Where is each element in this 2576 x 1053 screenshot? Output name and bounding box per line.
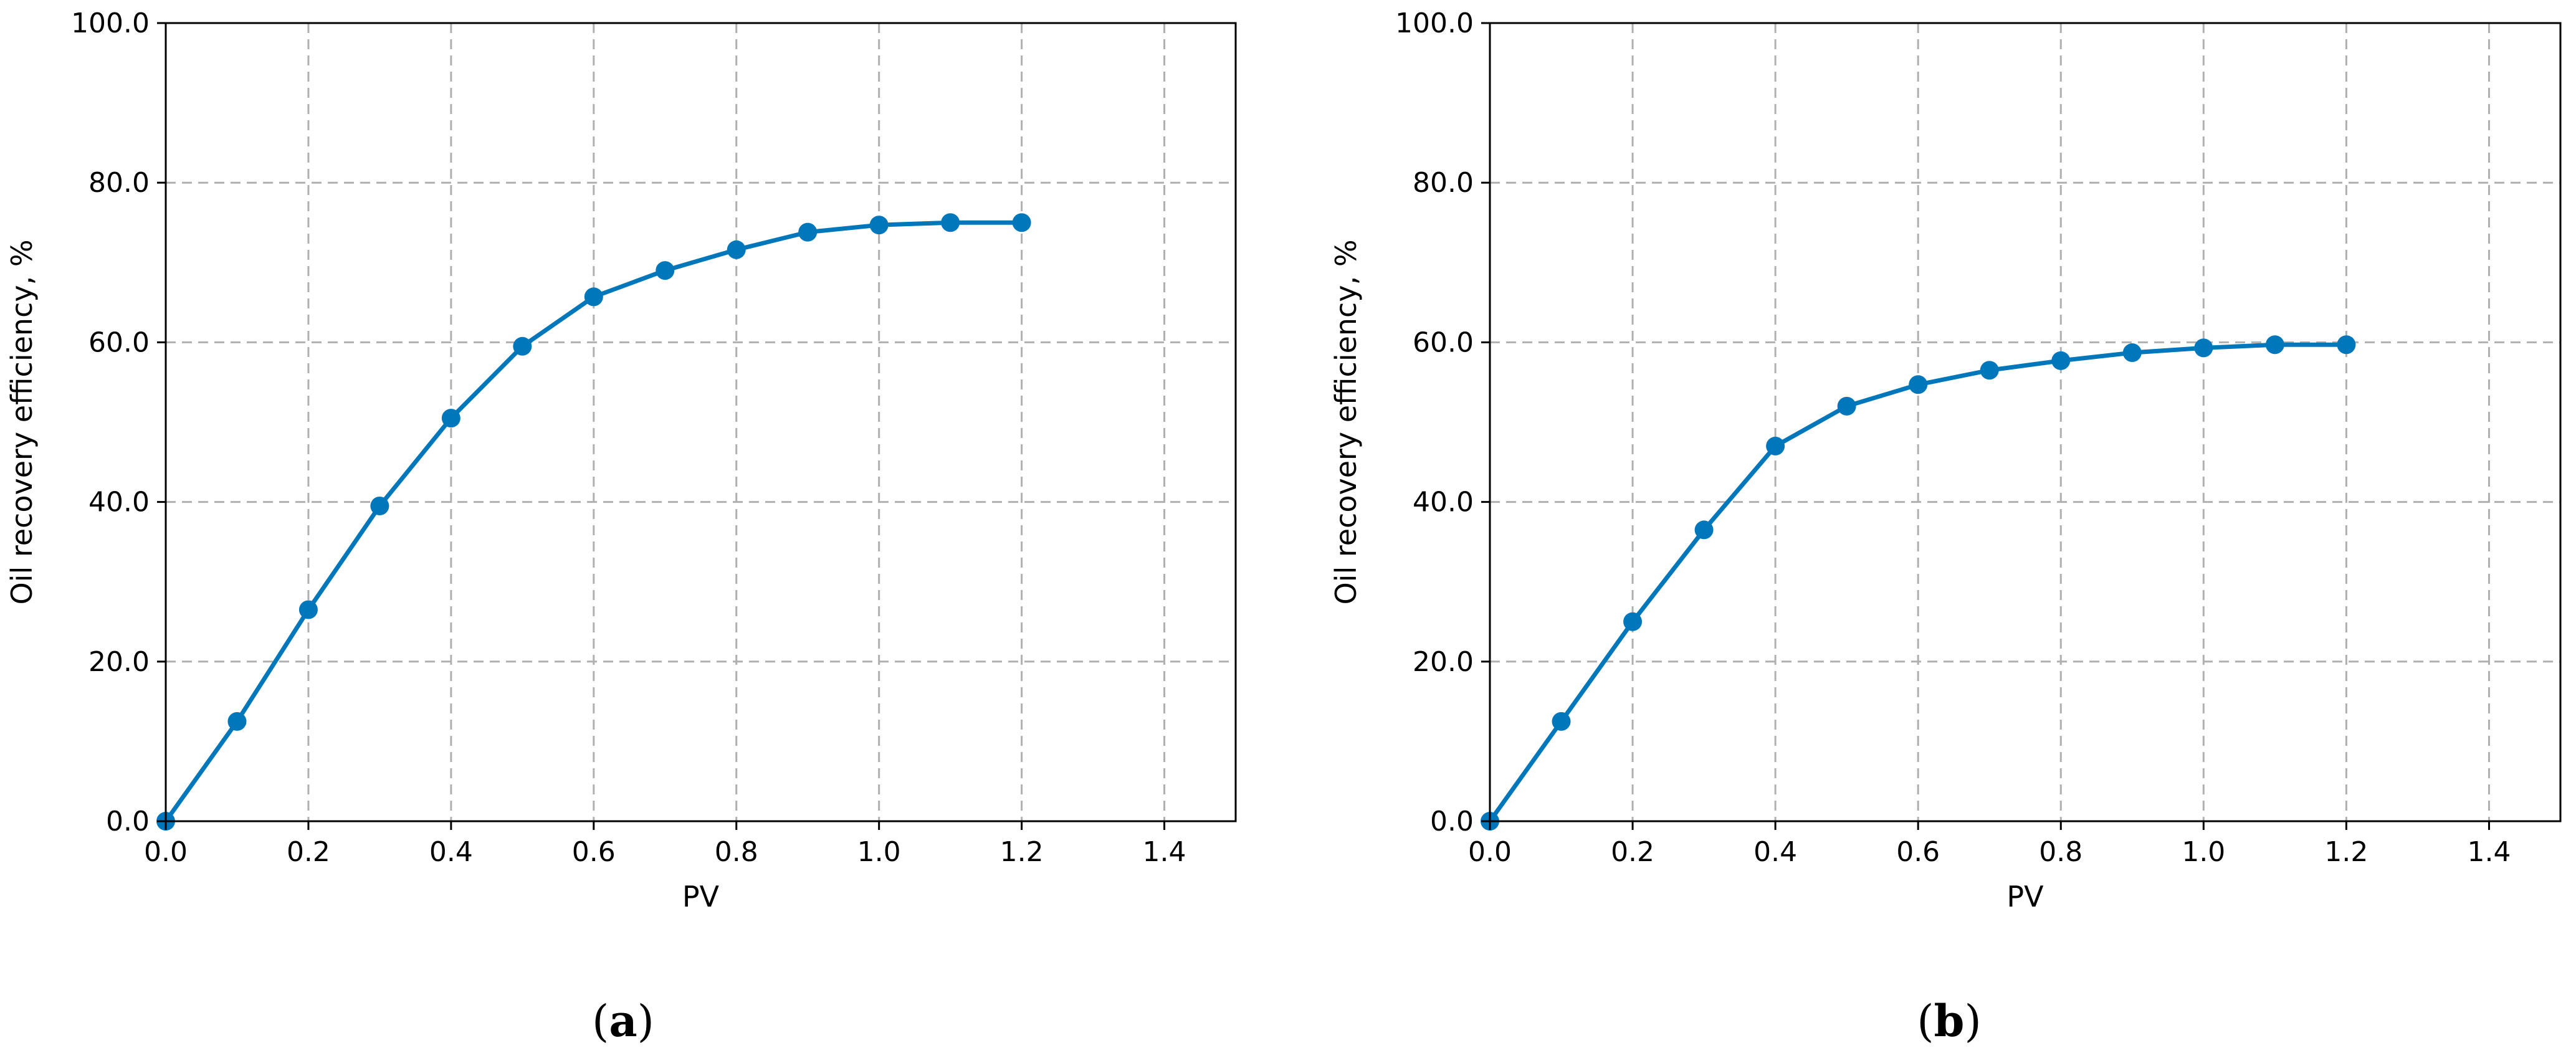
chart-b-plot-frame <box>1489 22 2562 822</box>
chart-b-data-point-12 <box>2337 335 2356 355</box>
chart-b-data-point-8 <box>2051 351 2071 370</box>
chart-a-x-tick-label-4: 0.8 <box>715 836 758 868</box>
chart-a-data-point-6 <box>584 287 603 307</box>
chart-b-data-point-9 <box>2122 343 2142 363</box>
chart-a-data-point-4 <box>441 409 460 428</box>
chart-b-x-tick-label-4: 0.8 <box>2039 836 2082 868</box>
chart-b-data-point-10 <box>2194 338 2213 358</box>
chart-a-data-point-5 <box>513 336 532 356</box>
chart-a-x-tick-label-6: 1.2 <box>1000 836 1044 868</box>
chart-a-x-tick-label-0: 0.0 <box>144 836 188 868</box>
chart-a-x-tick-label-7: 1.4 <box>1143 836 1186 868</box>
chart-b-y-axis-label: Oil recovery efficiency, % <box>1329 239 1363 604</box>
chart-a-plot-frame <box>165 22 1237 822</box>
chart-a-x-tick-label-5: 1.0 <box>857 836 901 868</box>
chart-b-x-tick-label-5: 1.0 <box>2182 836 2225 868</box>
chart-panel-b: 0.0 0.2 0.4 0.6 0.8 1.0 1.2 1.4 0.0 20.0 40.0 60.0 8… <box>1329 7 2562 1047</box>
chart-a-data-point-10 <box>869 216 889 235</box>
chart-a-x-axis-label: PV <box>682 880 720 913</box>
chart-b-data-point-7 <box>1980 361 1999 380</box>
chart-a-data-point-11 <box>941 213 960 232</box>
chart-a-data-point-8 <box>727 240 746 259</box>
chart-b-data-point-2 <box>1623 612 1643 631</box>
chart-a-x-tick-label-2: 0.4 <box>429 836 473 868</box>
chart-b-data-point-1 <box>1552 712 1571 731</box>
chart-b-x-tick-label-6: 1.2 <box>2324 836 2368 868</box>
chart-a-y-axis-label: Oil recovery efficiency, % <box>5 239 39 604</box>
chart-b-x-tick-label-1: 0.2 <box>1611 836 1654 868</box>
chart-a-y-tick-label-3: 60.0 <box>88 326 150 358</box>
chart-b-data-point-4 <box>1766 436 1785 455</box>
chart-panel-a: 0.0 0.2 0.4 0.6 0.8 1.0 1.2 1.4 0.0 20.0 40.0 60.0 8… <box>5 7 1237 1047</box>
chart-b-data-point-5 <box>1837 396 1856 416</box>
chart-a-data-point-3 <box>370 497 389 516</box>
chart-a-series-line-0 <box>163 220 1024 824</box>
chart-a-y-tick-label-2: 40.0 <box>88 487 150 518</box>
chart-b-y-tick-label-5: 100.0 <box>1395 7 1474 39</box>
chart-a-panel-label: (a) <box>592 995 654 1047</box>
chart-a-y-tick-label-0: 0.0 <box>106 806 150 837</box>
chart-a-x-tick-label-3: 0.6 <box>572 836 616 868</box>
chart-b-x-tick-label-2: 0.4 <box>1753 836 1797 868</box>
chart-a-y-tick-label-5: 100.0 <box>71 7 150 39</box>
chart-b-x-axis-label: PV <box>2006 880 2044 913</box>
chart-b-y-tick-label-3: 60.0 <box>1413 326 1474 358</box>
chart-b-y-tick-label-0: 0.0 <box>1430 806 1474 837</box>
chart-a-y-tick-label-1: 20.0 <box>88 646 150 678</box>
chart-b-data-point-6 <box>1909 375 1928 394</box>
chart-a-data-point-2 <box>298 600 318 619</box>
chart-b-y-tick-label-2: 40.0 <box>1413 487 1474 518</box>
chart-b-x-tick-label-3: 0.6 <box>1896 836 1940 868</box>
chart-a-data-point-1 <box>227 712 247 731</box>
chart-b-data-point-3 <box>1694 520 1714 540</box>
chart-a-data-point-12 <box>1012 213 1031 232</box>
chart-b-data-point-11 <box>2265 335 2284 355</box>
chart-a-x-tick-label-1: 0.2 <box>287 836 330 868</box>
chart-b-x-tick-label-7: 1.4 <box>2467 836 2511 868</box>
chart-b-y-tick-label-1: 20.0 <box>1413 646 1474 678</box>
chart-b-y-tick-label-4: 80.0 <box>1413 167 1474 199</box>
chart-b-panel-label: (b) <box>1917 995 1982 1047</box>
chart-a-data-point-9 <box>798 222 818 242</box>
chart-b-x-tick-label-0: 0.0 <box>1468 836 1512 868</box>
chart-a-y-tick-label-4: 80.0 <box>88 167 150 199</box>
chart-a-data-point-7 <box>656 261 675 280</box>
